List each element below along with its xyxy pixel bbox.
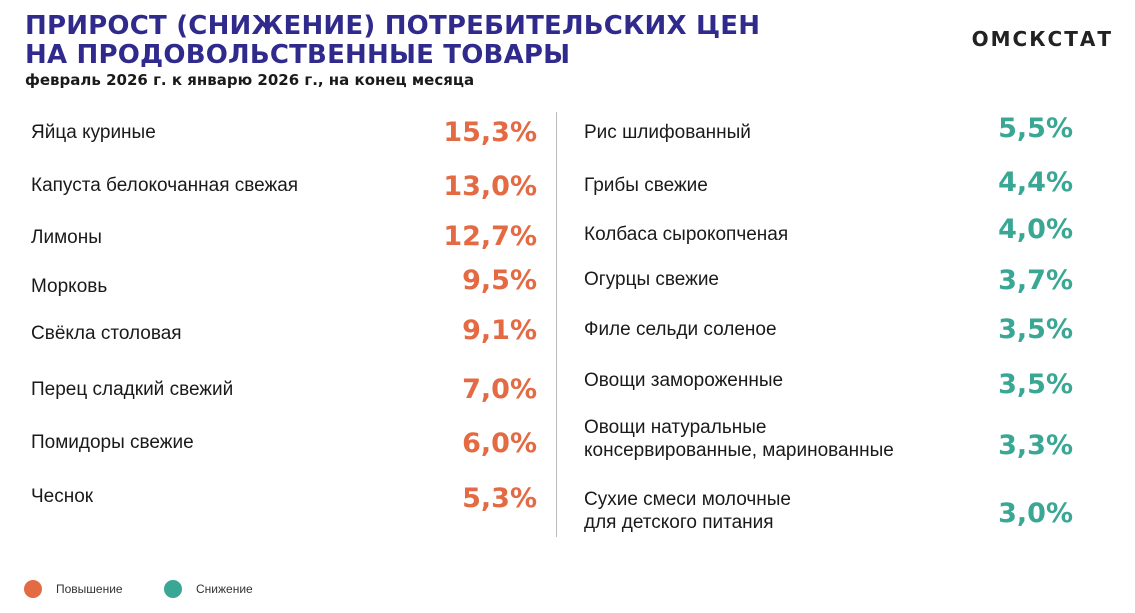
decrease-item-value: 4,4%	[998, 167, 1073, 198]
increase-item-value: 13,0%	[443, 171, 537, 202]
title-line-1: ПРИРОСТ (СНИЖЕНИЕ) ПОТРЕБИТЕЛЬСКИХ ЦЕН	[25, 11, 761, 41]
decrease-dot-icon	[164, 580, 182, 598]
increase-item-label: Морковь	[31, 276, 108, 297]
increase-item-value: 15,3%	[443, 117, 537, 148]
increase-item-value: 9,5%	[462, 265, 537, 296]
page-title: ПРИРОСТ (СНИЖЕНИЕ) ПОТРЕБИТЕЛЬСКИХ ЦЕН Н…	[25, 12, 760, 70]
decrease-item-value: 3,7%	[998, 265, 1073, 296]
decrease-item-value: 3,5%	[998, 369, 1073, 400]
increase-item-label: Яйца куриные	[31, 122, 156, 143]
increase-item-value: 6,0%	[462, 428, 537, 459]
increase-item-value: 9,1%	[462, 315, 537, 346]
legend-label-decrease: Снижение	[196, 582, 253, 596]
decrease-item-label: Овощи замороженные	[584, 370, 784, 391]
increase-item-value: 5,3%	[462, 483, 537, 514]
decrease-item-value: 5,5%	[998, 113, 1073, 144]
increase-item-label: Свёкла столовая	[31, 323, 182, 344]
increase-item-value: 7,0%	[462, 374, 537, 405]
decrease-item-value: 4,0%	[998, 214, 1073, 245]
subtitle: февраль 2026 г. к январю 2026 г., на кон…	[25, 71, 475, 89]
decrease-item-label: Грибы свежие	[584, 175, 708, 196]
title-line-2: НА ПРОДОВОЛЬСТВЕННЫЕ ТОВАРЫ	[25, 40, 571, 70]
decrease-item-label: Рис шлифованный	[584, 122, 751, 143]
increase-item-value: 12,7%	[443, 221, 537, 252]
legend-label-increase: Повышение	[56, 582, 123, 596]
decrease-item-value: 3,3%	[998, 430, 1073, 461]
increase-dot-icon	[24, 580, 42, 598]
decrease-item-label: Огурцы свежие	[584, 269, 720, 290]
increase-item-label: Капуста белокочанная свежая	[31, 175, 299, 196]
decrease-item-label: Колбаса сырокопченая	[584, 224, 789, 245]
decrease-item-label: Филе сельди соленое	[584, 319, 777, 340]
increase-item-label: Лимоны	[31, 227, 102, 248]
decrease-item-value: 3,5%	[998, 314, 1073, 345]
decrease-item-label: Сухие смеси молочные для детского питани…	[584, 489, 791, 533]
decrease-item-value: 3,0%	[998, 498, 1073, 529]
increase-item-label: Помидоры свежие	[31, 432, 194, 453]
brand-logo: ОМСКСТАТ	[971, 27, 1113, 51]
column-divider	[556, 112, 557, 537]
increase-item-label: Перец сладкий свежий	[31, 379, 234, 400]
increase-item-label: Чеснок	[31, 486, 94, 507]
decrease-item-label: Овощи натуральные консервированные, мари…	[584, 417, 894, 461]
